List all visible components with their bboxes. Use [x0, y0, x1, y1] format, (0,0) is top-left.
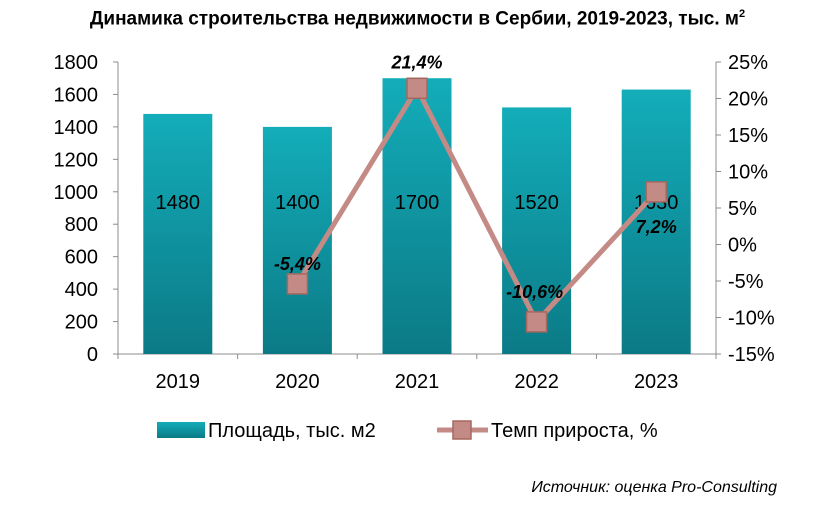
growth-value-label: 7,2%: [636, 217, 677, 237]
line-labels: -5,4% 21,4% -10,6% 7,2%: [274, 52, 677, 302]
left-tick-label: 400: [65, 279, 98, 301]
bar-value-label: 1700: [395, 192, 440, 214]
right-tick-label: -5%: [728, 271, 764, 293]
right-tick-label: 20%: [728, 89, 768, 111]
growth-value-label: -5,4%: [274, 254, 321, 274]
left-tick-label: 1600: [54, 84, 99, 106]
bar-value-label: 1400: [275, 192, 320, 214]
bar-value-label: 1480: [156, 192, 201, 214]
x-tick-label: 2020: [275, 371, 320, 393]
growth-value-label: 21,4%: [390, 52, 442, 72]
legend-bar-swatch: [157, 422, 205, 438]
bar: [262, 126, 332, 354]
line-series: [286, 77, 667, 333]
legend-line-marker: [452, 420, 472, 440]
axes: 0 200 400 600 800 1000 1200 1400 1600 1800 -15% -10…: [54, 52, 775, 393]
bar: [143, 113, 213, 355]
right-tick-label: 0%: [728, 235, 757, 257]
left-tick-label: 1000: [54, 182, 99, 204]
growth-marker: [645, 181, 667, 203]
x-tick-label: 2021: [395, 371, 440, 393]
right-tick-label: 15%: [728, 125, 768, 147]
right-tick-label: 5%: [728, 198, 757, 220]
x-tick-label: 2019: [156, 371, 201, 393]
bar-series: [143, 78, 691, 355]
x-tick-label: 2022: [514, 371, 559, 393]
source-note: Источник: оценка Pro-Consulting: [531, 479, 777, 496]
growth-line: [295, 85, 659, 325]
growth-marker: [525, 311, 548, 333]
bar: [621, 89, 691, 355]
legend-bar-label: Площадь, тыс. м2: [208, 420, 376, 442]
growth-marker: [406, 77, 428, 100]
growth-value-label: -10,6%: [506, 282, 563, 302]
bar-labels: 1480 1400 1700 1520 1630: [156, 192, 679, 214]
right-tick-label: -15%: [728, 344, 775, 366]
left-tick-label: 1800: [54, 52, 99, 74]
legend: Площадь, тыс. м2 Темп прироста, %: [157, 420, 658, 442]
bar-value-label: 1630: [634, 192, 679, 214]
right-tick-label: -10%: [728, 308, 775, 330]
left-tick-label: 1200: [54, 149, 99, 171]
bar: [382, 78, 452, 354]
left-tick-label: 0: [87, 344, 98, 366]
chart: 0 200 400 600 800 1000 1200 1400 1600 1800 -15% -10…: [54, 52, 775, 442]
legend-line-label: Темп прироста, %: [491, 420, 658, 442]
chart-title: Динамика строительства недвижимости в Се…: [89, 8, 746, 30]
left-tick-label: 800: [65, 214, 98, 236]
x-tick-label: 2023: [634, 371, 679, 393]
left-tick-label: 200: [65, 312, 98, 334]
growth-marker: [286, 273, 309, 295]
left-tick-label: 1400: [54, 117, 99, 139]
right-tick-label: 25%: [728, 52, 768, 74]
right-tick-label: 10%: [728, 162, 768, 184]
bar-value-label: 1520: [514, 192, 559, 214]
left-tick-label: 600: [65, 247, 98, 269]
